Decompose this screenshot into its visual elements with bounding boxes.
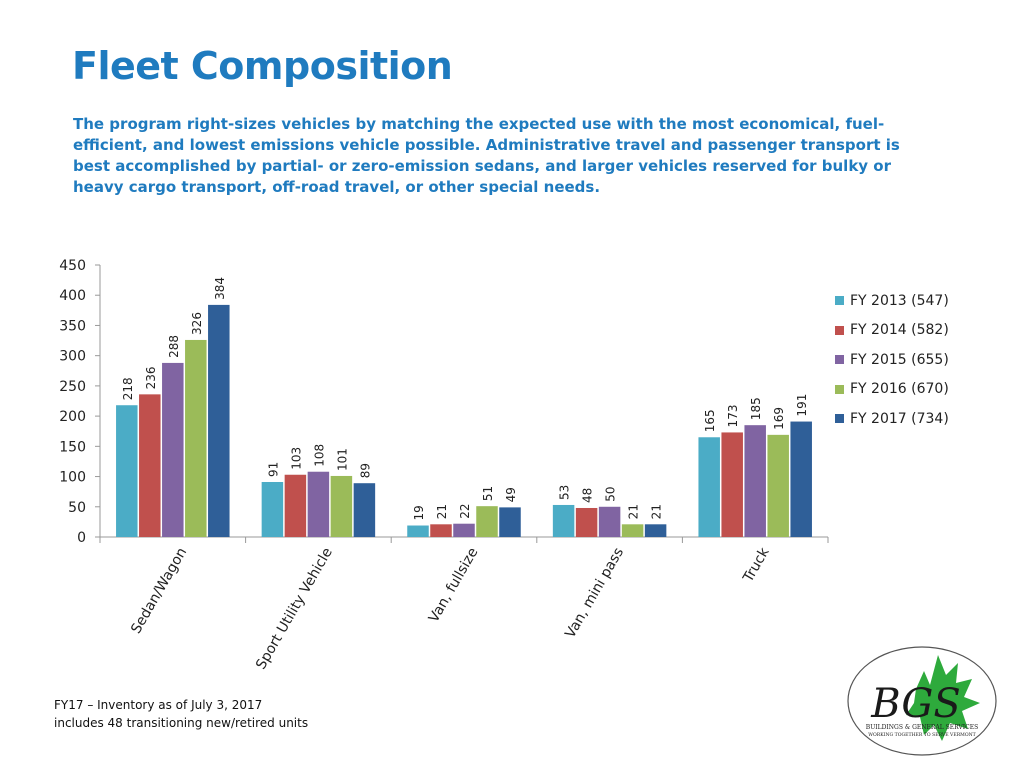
bar-value-label: 22 (458, 503, 472, 518)
bar-value-label: 185 (749, 397, 763, 420)
bar-value-label: 21 (650, 504, 664, 519)
bar-value-label: 21 (435, 504, 449, 519)
bar (721, 432, 743, 537)
x-category-label: Sport Utility Vehicle (253, 545, 336, 672)
bar (598, 506, 621, 537)
legend-item: FY 2014 (582) (835, 316, 949, 346)
bar-value-label: 165 (703, 409, 717, 432)
bar-value-label: 101 (335, 448, 349, 471)
y-tick-label: 250 (59, 379, 86, 395)
bar (644, 524, 667, 537)
bar-value-label: 326 (190, 312, 204, 335)
bar (261, 481, 284, 537)
bar (499, 507, 521, 537)
bar (698, 437, 720, 537)
bar-value-label: 91 (266, 462, 280, 477)
chart-legend: FY 2013 (547) FY 2014 (582) FY 2015 (655) F… (835, 286, 949, 434)
bgs-logo: BGS BUILDINGS & GENERAL SERVICES WORKING… (847, 646, 997, 756)
bar-value-label: 191 (795, 394, 809, 417)
bar-value-label: 50 (604, 486, 618, 501)
bar (307, 471, 330, 537)
y-tick-label: 0 (77, 530, 86, 546)
bar-value-label: 48 (581, 488, 595, 503)
y-tick-label: 350 (59, 318, 86, 334)
bar-value-label: 288 (167, 335, 181, 358)
bar (116, 405, 138, 537)
legend-swatch (835, 384, 844, 394)
bar (430, 524, 452, 537)
y-tick-label: 450 (59, 258, 86, 274)
legend-item: FY 2015 (655) (835, 345, 949, 375)
legend-swatch (835, 325, 844, 335)
footnote-line-1: FY17 – Inventory as of July 3, 2017 (54, 698, 263, 712)
legend-swatch (835, 355, 844, 365)
bar (767, 434, 789, 537)
logo-text: BGS (870, 681, 961, 727)
legend-label: FY 2013 (547) (850, 292, 949, 309)
bar-value-label: 21 (627, 504, 641, 519)
bar-value-label: 19 (412, 505, 426, 520)
bar (330, 475, 353, 537)
y-tick-label: 200 (59, 409, 86, 425)
bar (744, 425, 766, 537)
legend-item: FY 2013 (547) (835, 286, 949, 316)
x-category-label: Sedan/Wagon (128, 545, 190, 637)
bar (353, 483, 376, 537)
bar (790, 421, 812, 537)
bar (621, 524, 644, 537)
logo-line-2: WORKING TOGETHER TO SERVE VERMONT (868, 732, 976, 738)
bar-value-label: 218 (121, 377, 135, 400)
bar (162, 362, 184, 537)
bar-value-label: 173 (726, 405, 740, 428)
y-tick-label: 400 (59, 288, 86, 304)
bar-value-label: 51 (481, 486, 495, 501)
slide-title: Fleet Composition (72, 44, 453, 88)
bar (185, 339, 207, 537)
bar (476, 506, 498, 537)
y-tick-label: 300 (59, 349, 86, 365)
legend-label: FY 2015 (655) (850, 351, 949, 368)
bar-value-label: 108 (312, 444, 326, 467)
legend-label: FY 2014 (582) (850, 322, 949, 339)
vermont-leaf-icon (906, 655, 980, 741)
bar (208, 304, 230, 537)
slide-subtitle: The program right-sizes vehicles by matc… (73, 115, 900, 196)
legend-item: FY 2016 (670) (835, 375, 949, 405)
bar (575, 507, 598, 537)
x-category-label: Truck (740, 544, 773, 586)
bar-value-label: 89 (358, 463, 372, 478)
footnote-line-2: includes 48 transitioning new/retired un… (54, 716, 309, 730)
y-tick-label: 100 (59, 470, 86, 486)
legend-label: FY 2017 (734) (850, 410, 949, 427)
x-category-label: Van, fullsize (426, 545, 482, 625)
bar-value-label: 236 (144, 366, 158, 389)
legend-item: FY 2017 (734) (835, 404, 949, 434)
bar (552, 504, 575, 537)
bar-value-label: 384 (213, 277, 227, 300)
legend-label: FY 2016 (670) (850, 381, 949, 398)
bar (407, 525, 429, 537)
bar-value-label: 169 (772, 407, 786, 430)
logo-line-1: BUILDINGS & GENERAL SERVICES (866, 724, 978, 731)
bar (139, 394, 161, 537)
legend-swatch (835, 414, 844, 424)
bar (284, 474, 307, 537)
y-tick-label: 150 (59, 439, 86, 455)
bar (453, 523, 475, 537)
y-tick-label: 50 (68, 500, 86, 516)
bar-value-label: 103 (289, 447, 303, 470)
legend-swatch (835, 296, 844, 306)
bar-value-label: 49 (504, 487, 518, 502)
footnote: FY17 – Inventory as of July 3, 2017 incl… (54, 696, 308, 732)
bar-value-label: 53 (558, 485, 572, 500)
x-category-label: Van, mini pass (562, 545, 627, 641)
